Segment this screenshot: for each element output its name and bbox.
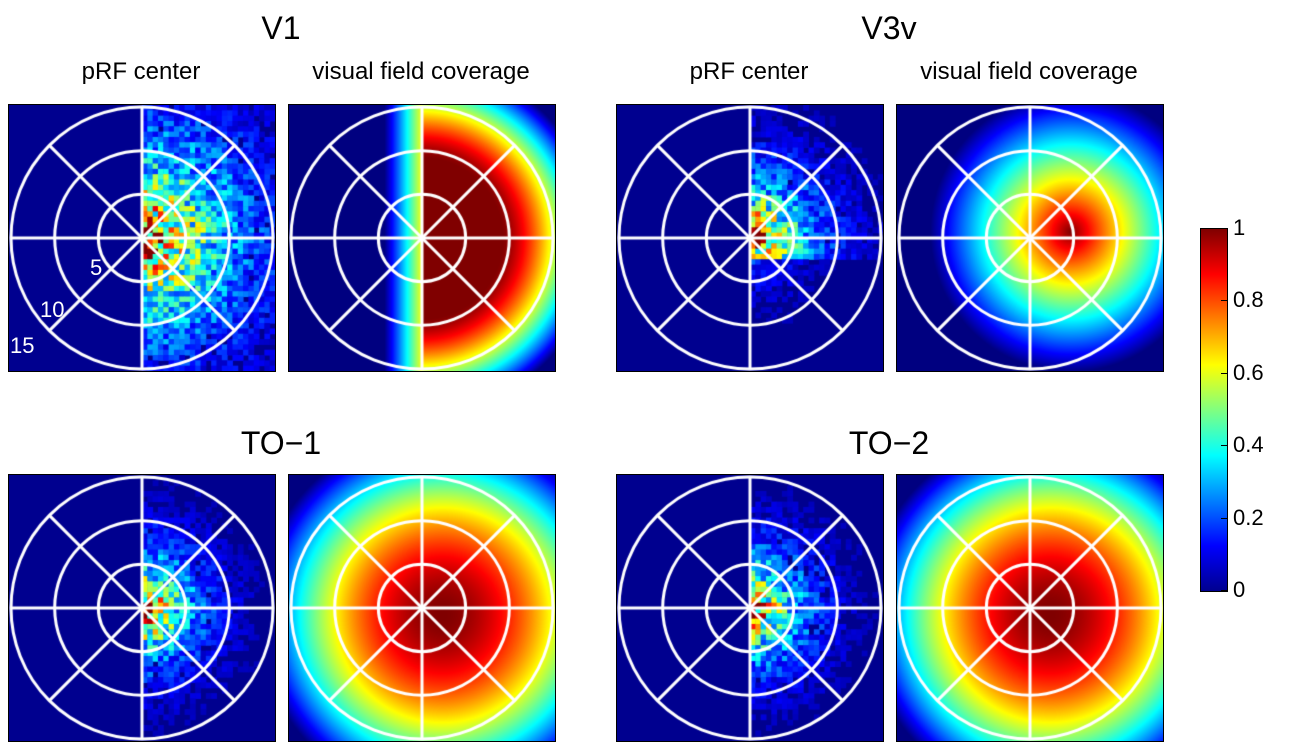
eccentricity-label: 15	[10, 333, 35, 358]
colorbar	[1200, 228, 1228, 592]
colorbar-tick	[1221, 300, 1227, 302]
coverage-map	[288, 474, 556, 742]
panel-label: visual field coverage	[312, 58, 530, 85]
region-title: TO−2	[848, 425, 930, 461]
coverage-map	[896, 474, 1164, 742]
region-title: V1	[261, 10, 301, 46]
colorbar-tick-label: 1	[1233, 215, 1246, 240]
coverage-map	[288, 104, 556, 372]
colorbar-tick-label: 0	[1233, 577, 1246, 602]
prf-center-map	[8, 474, 276, 742]
eccentricity-label: 10	[40, 297, 65, 322]
prf-center-map	[616, 474, 884, 742]
region-title: V3v	[861, 10, 917, 46]
region-title: TO−1	[240, 425, 322, 461]
eccentricity-label: 5	[90, 255, 103, 280]
colorbar-tick	[1221, 445, 1227, 447]
panel-label: visual field coverage	[920, 58, 1138, 85]
prf-center-map	[616, 104, 884, 372]
panel-label: pRF center	[81, 58, 201, 85]
coverage-map	[896, 104, 1164, 372]
colorbar-tick-label: 0.2	[1233, 504, 1264, 530]
colorbar-tick-label: 0.4	[1233, 432, 1264, 458]
colorbar-tick-label: 0.8	[1233, 287, 1264, 313]
colorbar-tick	[1221, 590, 1227, 591]
prf-center-map	[8, 104, 276, 372]
colorbar-tick-label: 0.6	[1233, 359, 1264, 385]
colorbar-tick	[1221, 228, 1227, 229]
colorbar-tick	[1221, 372, 1227, 374]
panel-label: pRF center	[689, 58, 809, 85]
colorbar-tick	[1221, 517, 1227, 519]
